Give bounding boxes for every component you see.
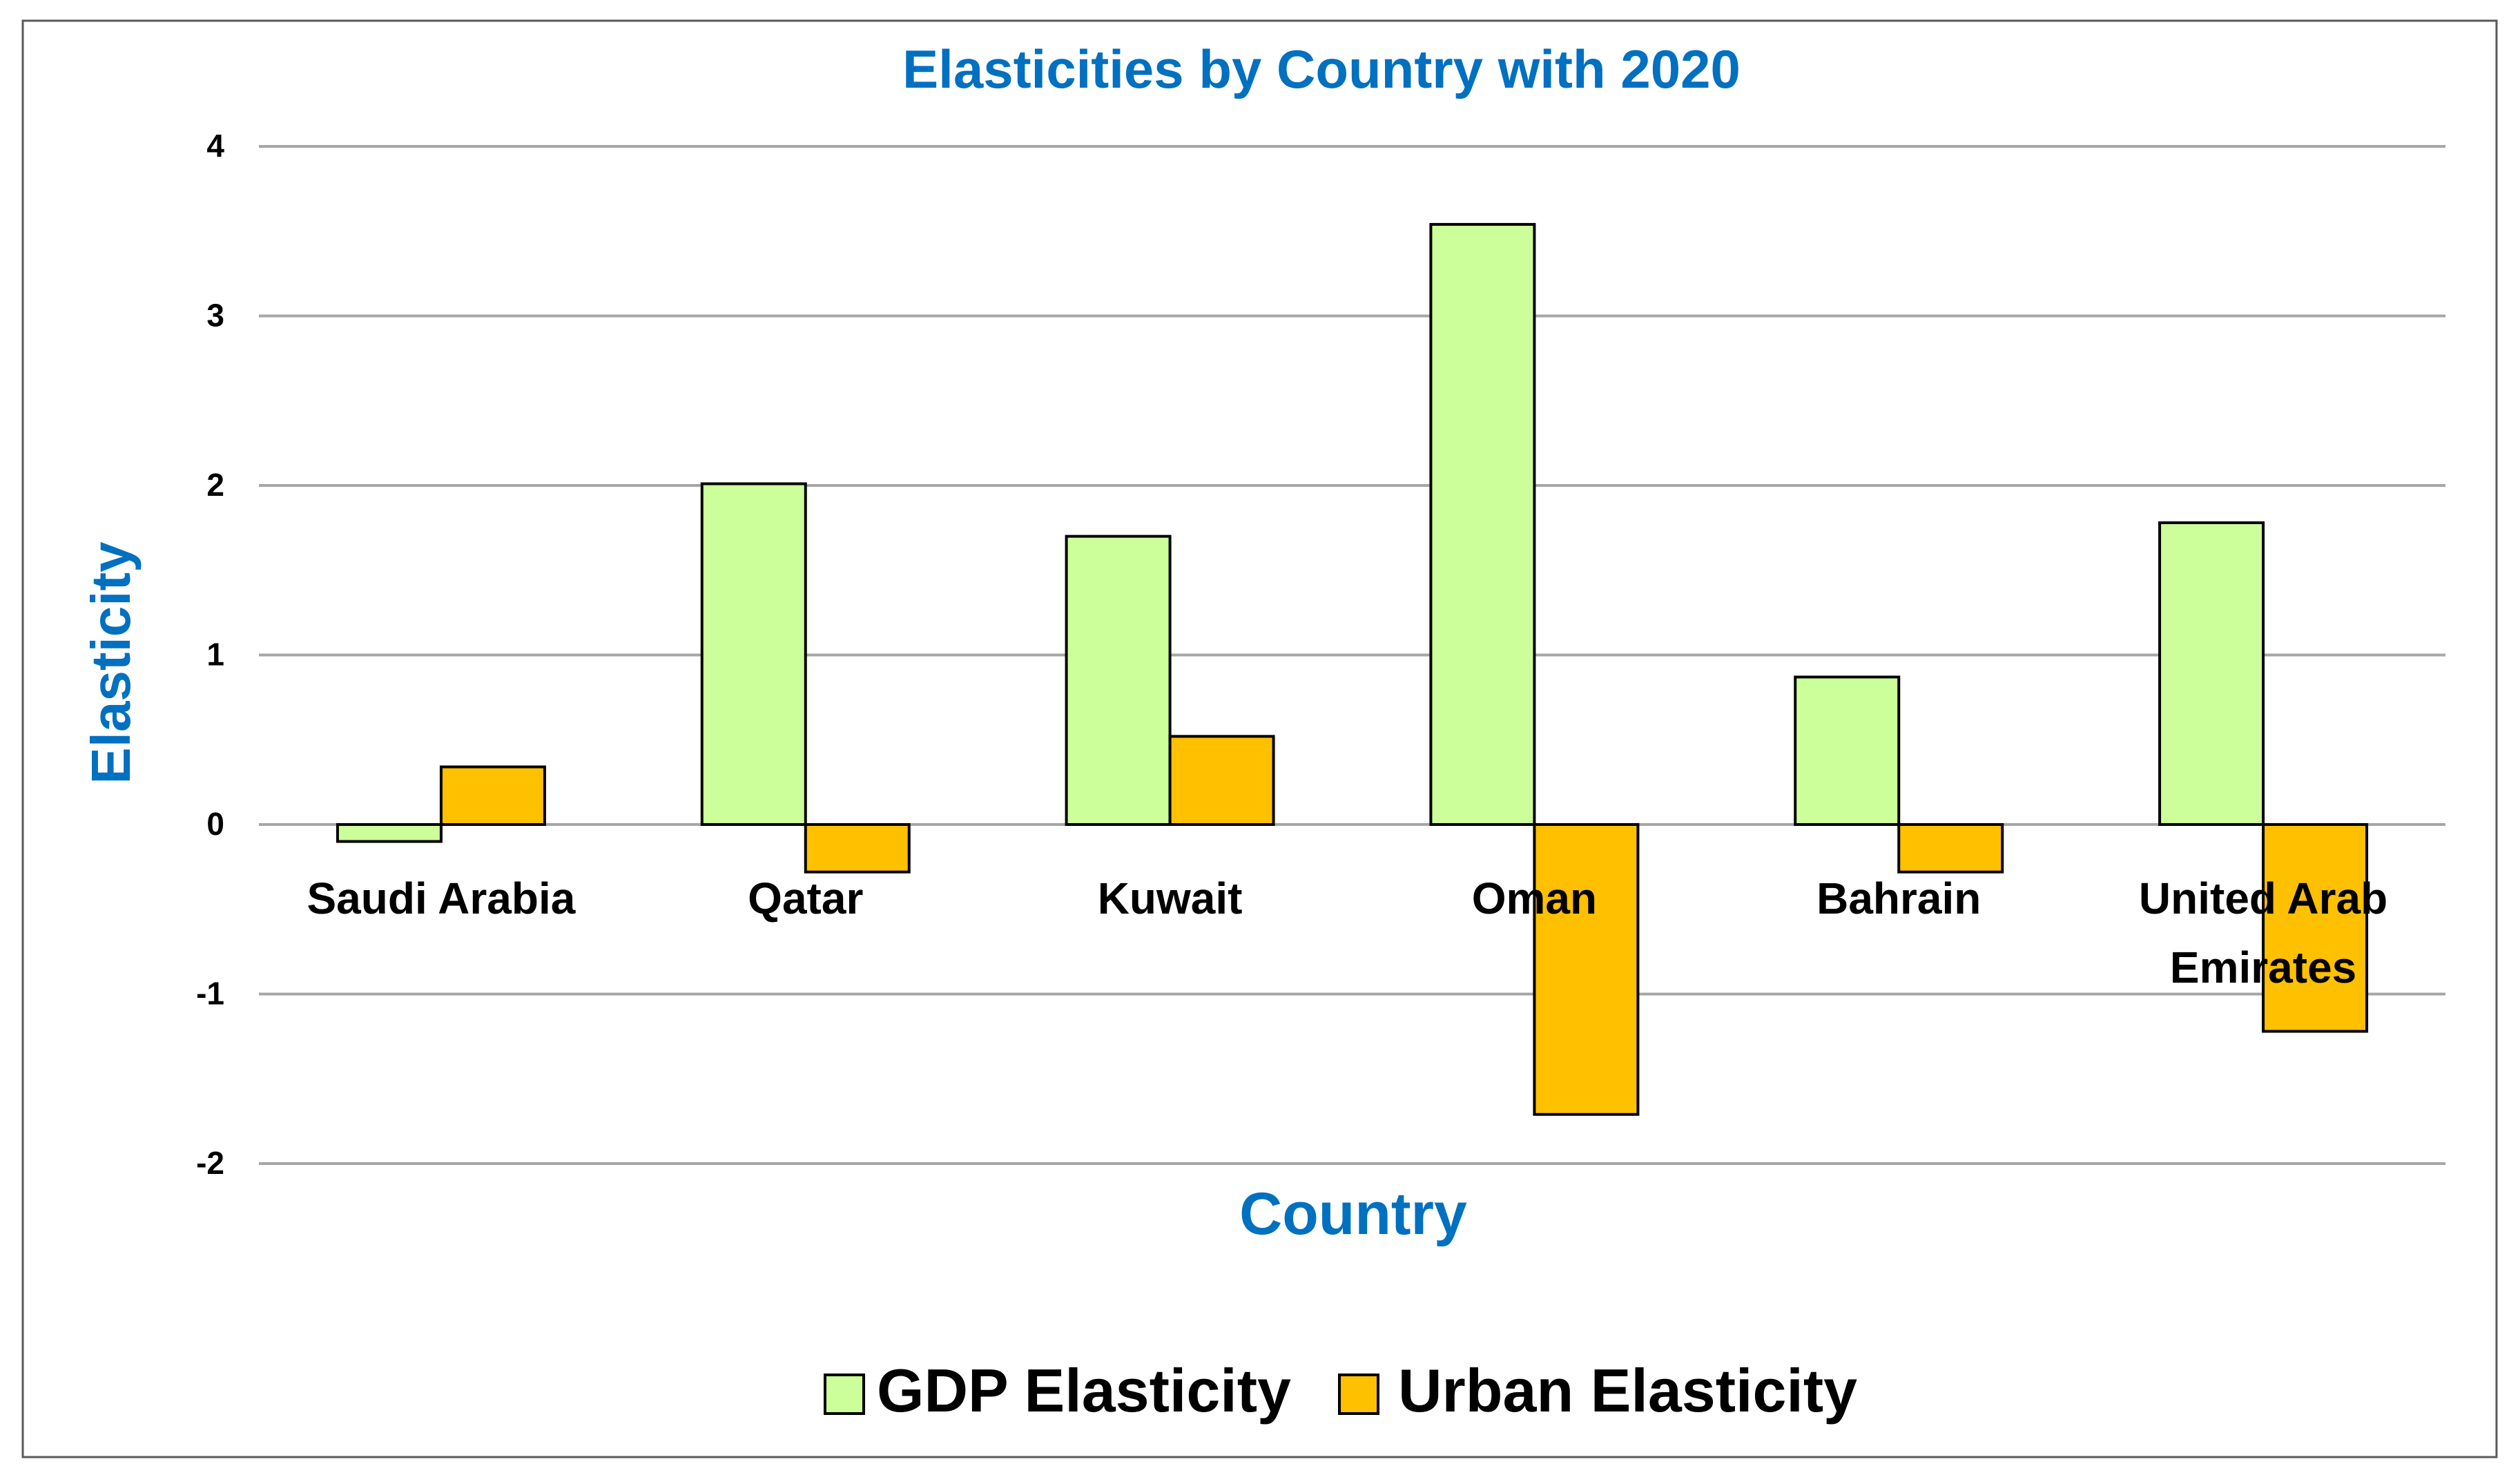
gridlines	[259, 145, 2445, 1165]
y-tick-label: 1	[206, 637, 224, 673]
bar-gdp-2	[1065, 534, 1172, 827]
legend: GDP Elasticity Urban Elasticity	[824, 1356, 1857, 1425]
category-label: Oman	[1472, 874, 1597, 923]
legend-swatch-urban	[1338, 1374, 1379, 1415]
y-axis-label: Elasticity	[80, 541, 142, 784]
y-tick-label: 0	[206, 806, 224, 842]
chart-title: Elasticities by Country with 2020	[902, 39, 1741, 99]
bar-urban-4	[1897, 823, 2004, 874]
bars	[336, 222, 2369, 1116]
bar-gdp-0	[336, 823, 443, 843]
bar-urban-2	[1168, 735, 1275, 826]
legend-label-urban: Urban Elasticity	[1398, 1356, 1857, 1425]
category-label: Kuwait	[1098, 874, 1243, 923]
legend-label-gdp: GDP Elasticity	[877, 1356, 1291, 1425]
category-label: United Arab Emirates	[2139, 874, 2387, 992]
bar-gdp-3	[1429, 222, 1536, 826]
x-axis-label: Country	[1239, 1181, 1467, 1247]
y-tick-label: 4	[206, 128, 224, 164]
category-label: Bahrain	[1816, 874, 1981, 923]
y-tick-label: 3	[206, 298, 224, 334]
bar-gdp-4	[1794, 675, 1901, 826]
y-tick-label: -1	[196, 976, 224, 1012]
bar-urban-3	[1533, 823, 1640, 1116]
y-tick-label: -2	[196, 1145, 224, 1181]
y-tick-label: 2	[206, 467, 224, 503]
bar-gdp-5	[2158, 521, 2265, 826]
bar-urban-5	[2262, 823, 2369, 1033]
legend-swatch-gdp	[824, 1374, 865, 1415]
category-labels: Saudi Arabia Qatar Kuwait Oman Bahrain United…	[307, 874, 2387, 992]
bar-urban-0	[439, 765, 546, 827]
category-label: Saudi Arabia	[307, 874, 575, 923]
category-label: Qatar	[748, 874, 863, 923]
bar-gdp-1	[700, 482, 807, 826]
y-tick-labels: -2 -1 0 1 2 3 4	[196, 128, 224, 1181]
bar-urban-1	[804, 823, 911, 874]
